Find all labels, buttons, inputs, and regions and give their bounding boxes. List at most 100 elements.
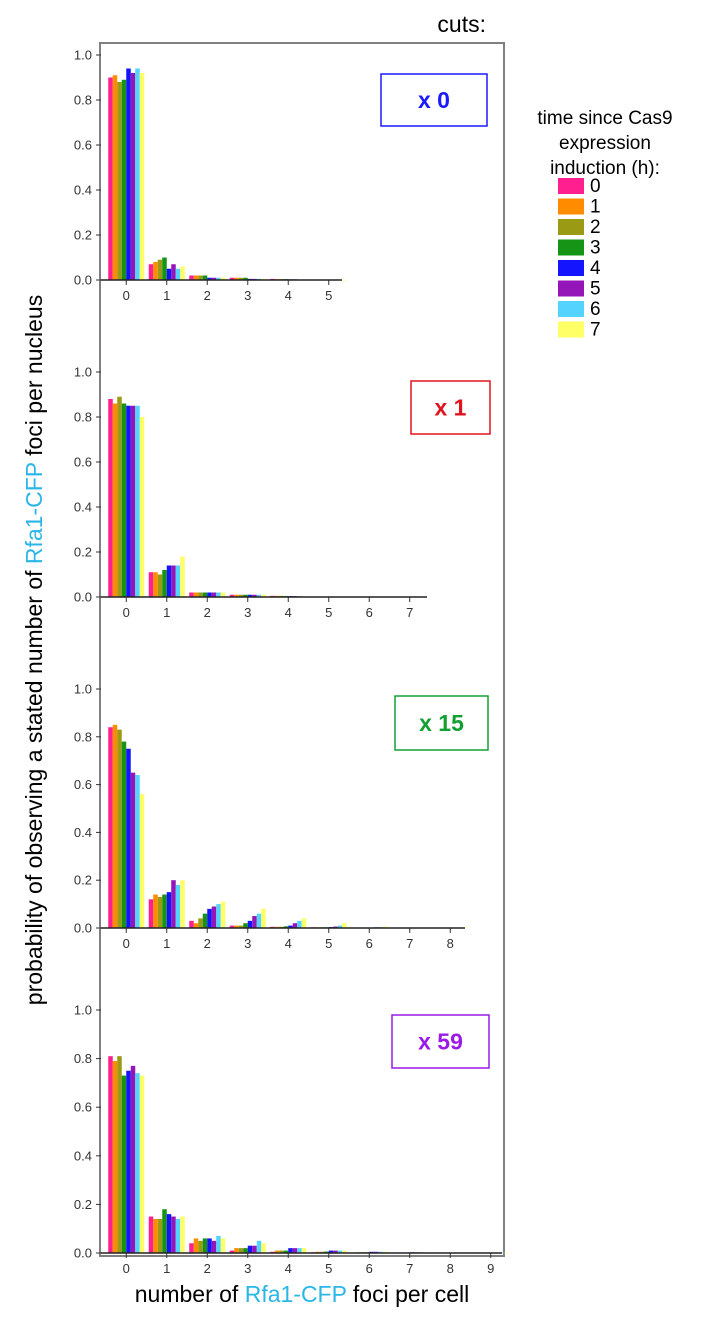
bar-panel3-cat3-s6 bbox=[256, 913, 262, 928]
x-tick-label-7: 7 bbox=[406, 1261, 413, 1276]
x-tick-label-3: 3 bbox=[244, 1261, 251, 1276]
bar-panel4-cat1-s7 bbox=[180, 1216, 185, 1253]
bar-panel4-cat2-s1 bbox=[193, 1238, 199, 1253]
bar-panel2-cat0-s5 bbox=[130, 405, 136, 597]
legend-title-line-1: time since Cas9 bbox=[537, 108, 672, 129]
bar-panel2-cat3-s3 bbox=[243, 594, 248, 597]
bar-panel2-cat1-s4 bbox=[166, 565, 172, 597]
bar-panel4-cat4-s3 bbox=[283, 1250, 289, 1253]
bar-panel1-cat3-s1 bbox=[234, 277, 239, 280]
bar-panel1-cat2-s2 bbox=[198, 275, 203, 280]
legend-label-2: 2 bbox=[590, 217, 601, 238]
y-tick-label-0.8: 0.8 bbox=[74, 93, 92, 108]
legend-label-1: 1 bbox=[590, 197, 601, 218]
bar-panel3-cat0-s3 bbox=[121, 741, 127, 928]
x-tick-label-7: 7 bbox=[406, 605, 413, 620]
bar-panel4-cat1-s2 bbox=[157, 1218, 163, 1253]
bar-panel4-cat1-s1 bbox=[153, 1218, 158, 1253]
bar-panel2-cat1-s2 bbox=[157, 574, 163, 597]
bar-panel2-cat3-s0 bbox=[229, 594, 235, 597]
bar-panel4-cat3-s7 bbox=[261, 1243, 266, 1253]
bar-panel2-cat0-s6 bbox=[135, 405, 140, 597]
bar-panel1-cat0-s2 bbox=[117, 82, 122, 280]
bar-panel2-cat0-s0 bbox=[108, 399, 113, 597]
bar-panel3-cat4-s5 bbox=[292, 923, 298, 928]
legend: time since Cas9 expression induction (h)… bbox=[537, 108, 672, 341]
bar-panel2-cat0-s4 bbox=[126, 405, 131, 597]
bar-panel3-cat2-s7 bbox=[220, 901, 226, 928]
y-tick-label-1.0: 1.0 bbox=[74, 48, 92, 63]
y-tick-label-0.0: 0.0 bbox=[74, 273, 92, 288]
bar-panel4-cat2-s5 bbox=[211, 1240, 217, 1253]
x-axis-title-part-1: number of bbox=[135, 1281, 245, 1307]
y-tick-label-0.2: 0.2 bbox=[74, 545, 92, 560]
x-tick-label-1: 1 bbox=[163, 288, 170, 303]
bar-panel3-cat3-s2 bbox=[238, 925, 244, 928]
x-tick-label-0: 0 bbox=[123, 1261, 130, 1276]
x-tick-label-8: 8 bbox=[447, 1261, 454, 1276]
legend-swatch-6 bbox=[558, 301, 584, 317]
y-tick-label-0.6: 0.6 bbox=[74, 138, 92, 153]
legend-label-3: 3 bbox=[590, 238, 601, 259]
y-tick-label-0.8: 0.8 bbox=[74, 410, 92, 425]
bar-panel2-cat2-s6 bbox=[216, 592, 221, 597]
bar-panel3-cat1-s4 bbox=[166, 892, 172, 928]
y-tick-label-0.8: 0.8 bbox=[74, 1051, 92, 1066]
bar-panel1-cat3-s2 bbox=[238, 277, 244, 280]
bar-panel3-cat0-s6 bbox=[135, 775, 140, 928]
legend-swatch-4 bbox=[558, 260, 584, 276]
bar-panel1-cat2-s7 bbox=[220, 277, 226, 280]
x-tick-label-4: 4 bbox=[285, 1261, 292, 1276]
bar-panel3-cat4-s6 bbox=[297, 920, 302, 928]
bar-panel1-cat1-s4 bbox=[166, 268, 172, 280]
cut-label: x 1 bbox=[435, 395, 467, 421]
legend-swatch-3 bbox=[558, 239, 584, 256]
bar-panel1-cat1-s1 bbox=[153, 262, 158, 280]
bar-panel4-cat2-s7 bbox=[220, 1238, 226, 1253]
legend-swatch-2 bbox=[558, 219, 584, 235]
bar-panel4-cat1-s6 bbox=[175, 1218, 181, 1253]
bar-panel3-cat0-s7 bbox=[139, 794, 145, 928]
bar-panel3-cat4-s4 bbox=[288, 925, 293, 928]
bar-panel3-cat3-s4 bbox=[247, 920, 253, 928]
y-tick-label-0.4: 0.4 bbox=[74, 183, 92, 198]
y-tick-label-0.6: 0.6 bbox=[74, 1100, 92, 1115]
bar-panel4-cat3-s0 bbox=[229, 1250, 235, 1253]
x-axis-title-highlight: Rfa1-CFP bbox=[245, 1281, 347, 1307]
y-axis-title-part-3: foci per nucleus bbox=[21, 295, 47, 462]
bar-panel3-cat0-s4 bbox=[126, 748, 131, 928]
bar-panel4-cat4-s1 bbox=[274, 1250, 280, 1253]
bar-panel3-cat1-s3 bbox=[162, 894, 167, 928]
y-axis-title-part-1: probability of observing a stated number… bbox=[21, 564, 47, 1005]
legend-label-5: 5 bbox=[590, 279, 601, 300]
bar-panel4-cat1-s0 bbox=[148, 1216, 154, 1253]
bar-panel3-cat3-s7 bbox=[261, 908, 266, 928]
bar-panel1-cat2-s3 bbox=[202, 275, 208, 280]
cut-label: x 0 bbox=[418, 87, 450, 113]
legend-label-4: 4 bbox=[590, 258, 601, 279]
legend-title-line-2: expression bbox=[559, 133, 651, 154]
bar-panel2-cat3-s2 bbox=[238, 594, 244, 597]
bar-panel2-cat2-s4 bbox=[207, 592, 212, 597]
x-tick-label-9: 9 bbox=[487, 1261, 494, 1276]
cut-label: x 59 bbox=[418, 1029, 463, 1055]
bar-panel2-cat1-s5 bbox=[171, 565, 176, 597]
x-tick-label-1: 1 bbox=[163, 1261, 170, 1276]
bar-panel4-cat1-s4 bbox=[166, 1214, 172, 1253]
bar-panel2-cat2-s0 bbox=[189, 592, 194, 597]
y-tick-label-0.6: 0.6 bbox=[74, 777, 92, 792]
bar-panel4-cat2-s6 bbox=[216, 1235, 221, 1253]
bar-panel3-cat3-s1 bbox=[234, 925, 239, 928]
legend-swatch-5 bbox=[558, 280, 584, 297]
x-axis-title: number of Rfa1-CFP foci per cell bbox=[135, 1281, 470, 1307]
bar-panel2-cat3-s7 bbox=[261, 594, 266, 597]
cut-label-box bbox=[394, 695, 489, 751]
bar-panel3-cat5-s7 bbox=[342, 923, 347, 928]
bar-panel4-cat2-s4 bbox=[207, 1238, 212, 1253]
bar-panel3-cat5-s6 bbox=[337, 925, 343, 928]
bar-panel1-cat0-s4 bbox=[126, 68, 131, 280]
bar-panel1-cat1-s2 bbox=[157, 259, 163, 280]
bar-panel2-cat2-s1 bbox=[193, 592, 199, 597]
bar-panel1-cat2-s6 bbox=[216, 277, 221, 280]
